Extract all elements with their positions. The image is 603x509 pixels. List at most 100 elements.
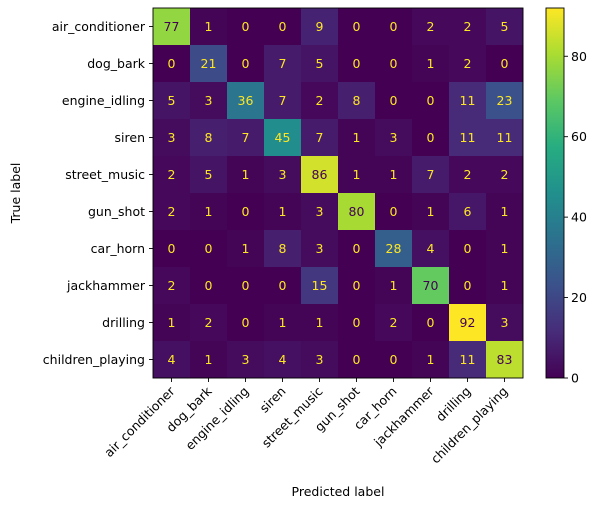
heatmap-cell: [301, 156, 339, 194]
cell-value-label: 7: [316, 130, 324, 145]
heatmap-cell: [153, 230, 191, 268]
heatmap-cell: [375, 267, 413, 305]
heatmap-cell: [190, 267, 228, 305]
heatmap-cell: [412, 82, 450, 120]
heatmap-cell: [412, 193, 450, 231]
heatmap-cell: [412, 304, 450, 342]
heatmap-cell: [190, 304, 228, 342]
heatmap-cell: [412, 230, 450, 268]
heatmap-cell: [301, 82, 339, 120]
cell-value-label: 2: [205, 315, 213, 330]
heatmap-cell: [190, 193, 228, 231]
cell-value-label: 3: [501, 315, 509, 330]
colorbar-tick-label: 20: [571, 290, 587, 305]
cell-value-label: 0: [464, 241, 472, 256]
heatmap-cell: [264, 304, 302, 342]
cell-value-label: 0: [501, 56, 509, 71]
heatmap-cell: [338, 304, 376, 342]
cell-value-label: 21: [201, 56, 217, 71]
heatmap-cell: [264, 156, 302, 194]
heatmap-cell: [412, 156, 450, 194]
heatmap-cell: [153, 119, 191, 157]
heatmap-cell: [375, 8, 413, 46]
heatmap-cell: [375, 304, 413, 342]
cell-value-label: 0: [242, 204, 250, 219]
y-tick-label: car_horn: [91, 241, 145, 256]
cell-value-label: 1: [242, 167, 250, 182]
cell-value-label: 0: [353, 56, 361, 71]
heatmap-cell: [338, 156, 376, 194]
cell-value-label: 45: [275, 130, 291, 145]
cell-value-label: 5: [501, 19, 509, 34]
colorbar: 0 20 40 60 80: [545, 7, 587, 386]
cell-value-label: 11: [497, 130, 513, 145]
cell-value-label: 3: [316, 352, 324, 367]
cell-value-label: 83: [497, 352, 513, 367]
heatmap-cell: [375, 45, 413, 83]
heatmap-cell: [264, 45, 302, 83]
heatmap-cell: [486, 82, 524, 120]
y-tick-label: gun_shot: [88, 204, 145, 219]
y-tick-label: siren: [115, 130, 145, 145]
heatmap-cell: [338, 341, 376, 379]
cell-value-label: 0: [242, 56, 250, 71]
cell-value-label: 0: [464, 278, 472, 293]
cell-value-label: 8: [205, 130, 213, 145]
cell-value-label: 4: [279, 352, 287, 367]
heatmap-cell: [486, 193, 524, 231]
heatmap-cell: [153, 82, 191, 120]
heatmap-cell: [375, 119, 413, 157]
cell-value-label: 8: [353, 93, 361, 108]
heatmap-cell: [338, 45, 376, 83]
cell-value-label: 1: [205, 204, 213, 219]
heatmap-cell: [338, 8, 376, 46]
heatmap-cell: [264, 230, 302, 268]
cell-value-label: 0: [353, 19, 361, 34]
cell-value-label: 3: [316, 241, 324, 256]
heatmap-cell: [264, 193, 302, 231]
heatmap-cell: [412, 8, 450, 46]
cell-value-label: 36: [238, 93, 254, 108]
cell-value-label: 0: [390, 19, 398, 34]
y-tick-label: air_conditioner: [52, 19, 146, 34]
cell-value-label: 3: [168, 130, 176, 145]
cell-value-label: 77: [164, 19, 180, 34]
cell-value-label: 4: [427, 241, 435, 256]
heatmap-cell: [486, 8, 524, 46]
y-tick-label: street_music: [65, 167, 145, 182]
cell-value-label: 6: [464, 204, 472, 219]
cell-value-label: 4: [168, 352, 176, 367]
cell-value-label: 0: [168, 56, 176, 71]
y-axis-label: True label: [8, 163, 23, 225]
cell-value-label: 0: [353, 278, 361, 293]
cell-value-label: 0: [353, 241, 361, 256]
heatmap-cell: [227, 230, 265, 268]
heatmap-cell: [338, 267, 376, 305]
heatmap-cell: [264, 341, 302, 379]
heatmap-cell: [338, 230, 376, 268]
heatmap-cell: [449, 193, 487, 231]
cell-value-label: 0: [205, 278, 213, 293]
y-tick-label: drilling: [102, 315, 145, 330]
heatmap-cell: [375, 230, 413, 268]
cell-value-label: 2: [427, 19, 435, 34]
cell-value-label: 11: [460, 130, 476, 145]
heatmap-cell: [449, 156, 487, 194]
y-tick-label: children_playing: [43, 352, 145, 367]
cell-value-label: 2: [501, 167, 509, 182]
heatmap-cell: [375, 82, 413, 120]
heatmap-cell: [301, 119, 339, 157]
heatmap-cell: [153, 304, 191, 342]
cell-value-label: 3: [205, 93, 213, 108]
heatmap-cell: [227, 82, 265, 120]
heatmap-cell: [486, 230, 524, 268]
heatmap-cell: [301, 193, 339, 231]
heatmap-cell: [227, 156, 265, 194]
heatmap-cell: [449, 341, 487, 379]
heatmap-cell: [338, 193, 376, 231]
heatmap-cell: [301, 267, 339, 305]
cell-value-label: 11: [460, 93, 476, 108]
heatmap-cell: [264, 119, 302, 157]
